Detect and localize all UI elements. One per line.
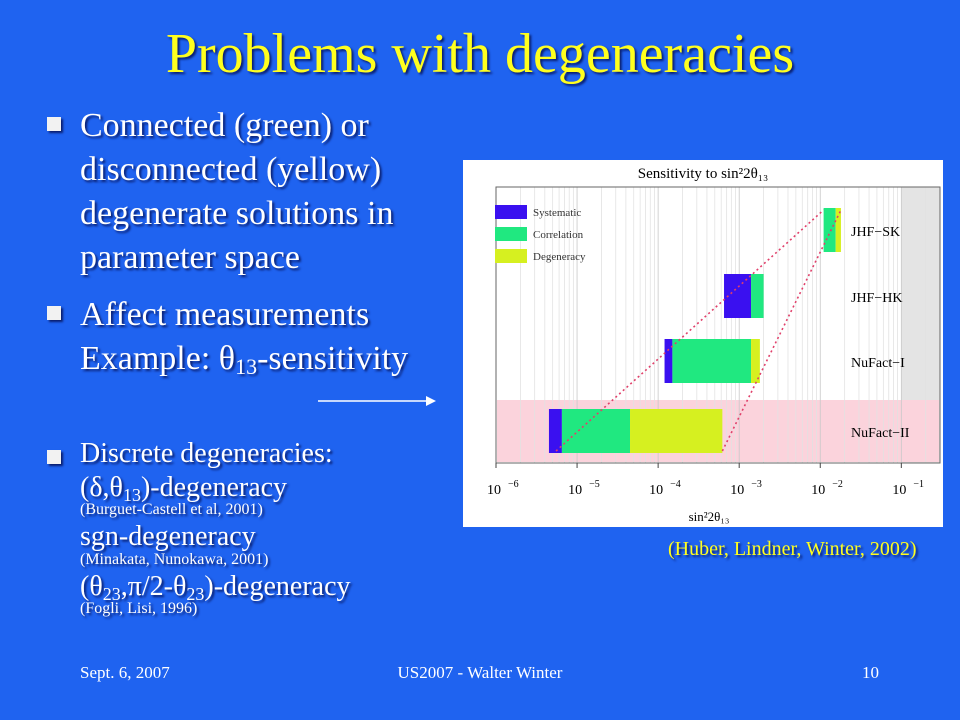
bullet-line: Connected (green) or [80, 107, 369, 144]
tick-label: 10 [568, 483, 582, 498]
tick-label: 10 [892, 483, 906, 498]
experiment-label: JHF−SK [851, 225, 900, 240]
legend-label: Correlation [533, 229, 584, 241]
bullet-line: parameter space [80, 239, 300, 276]
bullet-line: disconnected (yellow) [80, 151, 382, 188]
slide-title: Problems with degeneracies [165, 23, 795, 85]
bullet-line: Example: θ13-sensitivity [80, 340, 409, 379]
experiment-label: NuFact−II [851, 426, 910, 441]
footer-date: Sept. 6, 2007 [80, 663, 170, 682]
experiment-label: JHF−HK [851, 291, 902, 306]
tick-label-exponent: −5 [589, 479, 600, 490]
legend-swatch [495, 205, 527, 219]
citation: (Huber, Lindner, Winter, 2002) [668, 538, 917, 560]
reference: (Fogli, Lisi, 1996) [80, 600, 198, 617]
bar-degeneracy [751, 339, 760, 383]
tick-label-exponent: −2 [832, 479, 843, 490]
tick-label: 10 [487, 483, 501, 498]
bar-degeneracy [835, 208, 841, 252]
bullet-marker [47, 306, 61, 320]
bullet-line: degenerate solutions in [80, 195, 394, 232]
bar-systematic [548, 409, 562, 453]
tick-label-exponent: −3 [751, 479, 762, 490]
chart-title: Sensitivity to sin²2θ₁₃ [638, 166, 769, 182]
bullet-marker [47, 450, 61, 464]
bar-degeneracy [630, 409, 723, 453]
legend-label: Degeneracy [533, 251, 586, 263]
sensitivity-chart-svg: Sensitivity to sin²2θ₁₃ JHF−SK JHF−HK NuFac… [487, 166, 941, 524]
bullet-affect: Affect measurements Example: θ13-sensiti… [80, 293, 460, 381]
bullet-line: Discrete degeneracies: [80, 438, 333, 469]
footer-page-number: 10 [862, 663, 879, 682]
bullet-discrete: Discrete degeneracies: (δ,θ13)-degenerac… [80, 437, 460, 619]
bullet-line: (δ,θ13)-degeneracy [80, 472, 288, 505]
bullet-connected: Connected (green) or disconnected (yello… [80, 104, 440, 280]
bar-correlation [561, 409, 631, 453]
tick-label: 10 [649, 483, 663, 498]
sensitivity-chart: Sensitivity to sin²2θ₁₃ JHF−SK JHF−HK NuFac… [463, 160, 943, 527]
tick-label: 10 [811, 483, 825, 498]
bar-correlation [751, 274, 764, 318]
footer-center: US2007 - Walter Winter [397, 663, 563, 682]
bullet-line: sgn-degeneracy [80, 521, 256, 552]
arrow-icon [318, 396, 436, 406]
legend-swatch [495, 249, 527, 263]
tick-label-exponent: −1 [913, 479, 924, 490]
x-axis-label: sin²2θ₁₃ [689, 509, 730, 524]
legend-label: Systematic [533, 207, 581, 219]
tick-label: 10 [730, 483, 744, 498]
reference: (Minakata, Nunokawa, 2001) [80, 551, 269, 568]
bar-correlation [823, 208, 836, 252]
plot-frame [495, 186, 941, 464]
connector-line [555, 209, 825, 452]
reference: (Burguet-Castell et al, 2001) [80, 501, 263, 518]
tick-label-exponent: −4 [670, 479, 681, 490]
tick-label-exponent: −6 [508, 479, 519, 490]
legend-swatch [495, 227, 527, 241]
bullet-marker [47, 117, 61, 131]
experiment-label: NuFact−I [851, 356, 905, 371]
bullet-line: (θ23,π/2-θ23)-degeneracy [80, 571, 351, 604]
bar-correlation [672, 339, 752, 383]
bullet-line: Affect measurements [80, 296, 370, 333]
bar-systematic [664, 339, 673, 383]
